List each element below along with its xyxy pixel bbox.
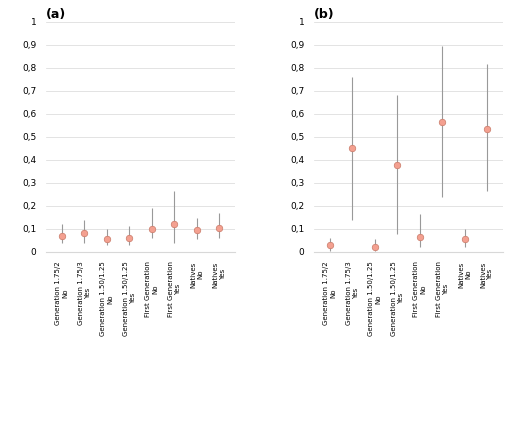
Point xyxy=(192,227,201,233)
Point xyxy=(58,232,66,239)
Point xyxy=(370,243,379,250)
Point xyxy=(326,241,334,248)
Point xyxy=(80,230,88,237)
Point xyxy=(393,162,401,169)
Text: (b): (b) xyxy=(314,7,334,20)
Point xyxy=(461,236,469,243)
Text: (a): (a) xyxy=(46,7,66,20)
Point xyxy=(215,224,223,231)
Point xyxy=(148,225,156,232)
Point xyxy=(170,220,179,227)
Point xyxy=(438,118,446,125)
Point xyxy=(125,234,133,241)
Point xyxy=(416,233,424,240)
Point xyxy=(483,125,491,132)
Point xyxy=(348,145,357,152)
Point xyxy=(103,236,111,243)
